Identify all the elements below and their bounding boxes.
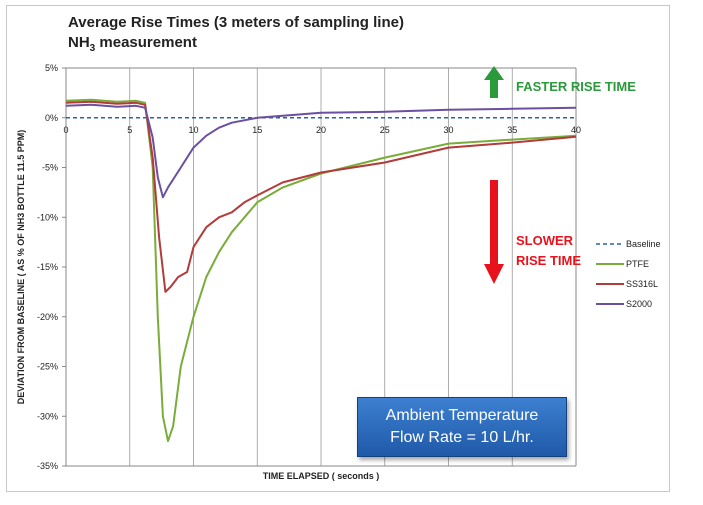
x-tick-label: 35 (507, 125, 517, 135)
legend-label-baseline: Baseline (626, 239, 661, 249)
chart-title: Average Rise Times (3 meters of sampling… (68, 14, 404, 31)
x-tick-label: 30 (443, 125, 453, 135)
x-tick-label: 20 (316, 125, 326, 135)
x-tick-label: 15 (252, 125, 262, 135)
y-tick-label: 5% (45, 63, 58, 73)
legend-label-ss316l: SS316L (626, 279, 658, 289)
axes (65, 67, 577, 467)
info-box: Ambient Temperature Flow Rate = 10 L/hr. (357, 397, 567, 457)
y-axis-label: DEVIATION FROM BASELINE ( AS % OF NH3 BO… (16, 130, 26, 405)
subtitle-subscript: 3 (89, 43, 96, 54)
subtitle-main: NH (68, 34, 90, 51)
y-tick-labels: 5% 0% -5% -10% -15% -20% -25% -30% -35% (37, 63, 66, 471)
x-axis-label: TIME ELAPSED ( seconds ) (263, 471, 380, 481)
legend: Baseline PTFE SS316L S2000 (596, 239, 661, 309)
y-tick-label: -30% (37, 411, 58, 421)
slower-label-line1: SLOWER (516, 233, 574, 248)
y-tick-label: -25% (37, 362, 58, 372)
slower-label-line2: RISE TIME (516, 253, 581, 268)
y-tick-label: -5% (42, 163, 58, 173)
x-tick-label: 0 (63, 125, 68, 135)
y-tick-label: -10% (37, 212, 58, 222)
series-lines (65, 98, 577, 443)
x-tick-labels: 0 5 10 15 20 25 30 35 40 (63, 125, 581, 135)
faster-rise-time-label: FASTER RISE TIME (516, 79, 636, 94)
faster-arrow-icon (484, 66, 504, 98)
info-box-line2: Flow Rate = 10 L/hr. (390, 429, 534, 446)
chart-subtitle: NH3 measurement (68, 34, 197, 54)
subtitle-rest: measurement (95, 34, 197, 51)
y-tick-label: -15% (37, 262, 58, 272)
x-tick-label: 5 (127, 125, 132, 135)
slower-arrow-icon (484, 180, 504, 284)
series-ss316l-line (65, 100, 577, 293)
x-tick-label: 40 (571, 125, 581, 135)
info-box-line1: Ambient Temperature (385, 407, 539, 424)
y-tick-label: -35% (37, 461, 58, 471)
series-s2000-line (65, 103, 577, 199)
x-tick-label: 10 (188, 125, 198, 135)
legend-label-s2000: S2000 (626, 299, 652, 309)
x-tick-label: 25 (380, 125, 390, 135)
y-tick-label: -20% (37, 312, 58, 322)
y-tick-label: 0% (45, 113, 58, 123)
legend-label-ptfe: PTFE (626, 259, 649, 269)
